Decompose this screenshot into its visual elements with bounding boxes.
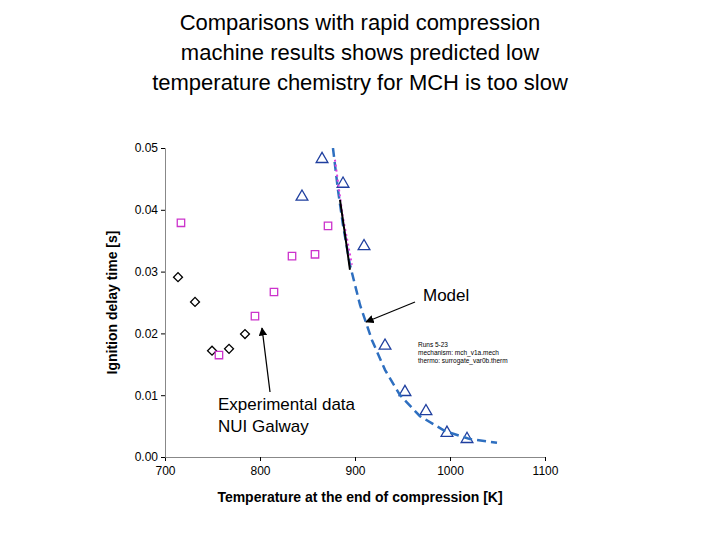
- x-tick-mark: [545, 457, 546, 461]
- chart: Comparisons with rapid compression machin…: [0, 0, 720, 540]
- y-tick: 0.04: [135, 203, 165, 217]
- annotation: Model: [423, 286, 469, 305]
- annotation-line: NUI Galway: [218, 417, 309, 436]
- title-line: temperature chemistry for MCH is too slo…: [152, 70, 568, 95]
- y-axis: 0.00 0.01 0.02 0.03 0.04 0.05: [135, 141, 166, 464]
- data-point: [191, 297, 200, 306]
- data-point: [296, 190, 308, 200]
- x-tick-label: 900: [345, 464, 365, 478]
- annotation-arrow: [366, 302, 415, 322]
- x-axis: 700 800 900 1000 1100: [155, 457, 558, 478]
- data-point: [358, 239, 370, 249]
- annotation-line: Runs 5-23: [418, 341, 448, 348]
- y-tick-mark: [161, 272, 165, 273]
- data-point: [225, 344, 234, 353]
- data-point: [215, 351, 222, 358]
- x-tick: 800: [250, 457, 270, 478]
- y-tick-mark: [161, 333, 165, 334]
- y-tick: 0.00: [135, 450, 165, 464]
- data-point: [251, 312, 258, 319]
- y-tick-mark: [161, 457, 165, 458]
- x-tick: 900: [345, 457, 365, 478]
- y-tick-label: 0.04: [135, 203, 159, 217]
- y-axis-title: Ignition delay time [s]: [104, 231, 120, 375]
- data-point: [177, 219, 184, 226]
- x-axis-title: Temperature at the end of compression [K…: [217, 489, 502, 505]
- data-point: [311, 251, 318, 258]
- data-point: [316, 152, 328, 162]
- data-point: [379, 339, 391, 349]
- annotation-line: thermo: surrogate_var0b.therm: [418, 357, 508, 365]
- y-tick-label: 0.05: [135, 141, 159, 155]
- plot: 700800900100011000.000.010.020.030.040.0…: [135, 141, 559, 477]
- annotation: Experimental data NUI Galway: [218, 395, 356, 436]
- annotation-line: Model: [423, 286, 469, 305]
- data-point: [241, 330, 250, 339]
- y-axis-line: [161, 149, 166, 458]
- title-line: machine results shows predicted low: [181, 40, 539, 65]
- model-line: [335, 160, 352, 265]
- x-tick: 700: [155, 457, 175, 478]
- model-line: [340, 200, 350, 270]
- annotation-line: mechanism: mch_v1a.mech: [418, 349, 499, 357]
- x-tick: 1000: [437, 457, 464, 478]
- x-tick-mark: [260, 457, 261, 461]
- y-tick-label: 0.03: [135, 265, 159, 279]
- y-tick: 0.03: [135, 265, 165, 279]
- data-point: [270, 288, 277, 295]
- data-point: [288, 252, 295, 259]
- x-tick: 1100: [533, 457, 559, 478]
- data-point: [174, 273, 183, 282]
- x-tick-label: 1100: [533, 464, 559, 478]
- model-line: [333, 148, 497, 443]
- y-tick: 0.05: [135, 141, 165, 155]
- y-tick-mark: [161, 395, 165, 396]
- x-axis-line: [166, 458, 546, 462]
- data-point: [399, 385, 411, 395]
- y-tick: 0.01: [135, 389, 165, 403]
- title: Comparisons with rapid compression machin…: [152, 10, 568, 95]
- title-line: Comparisons with rapid compression: [180, 10, 541, 35]
- marks: [174, 148, 497, 443]
- y-tick-label: 0.00: [135, 450, 159, 464]
- x-tick-label: 1000: [437, 464, 464, 478]
- data-point: [324, 222, 331, 229]
- y-tick-label: 0.01: [135, 389, 159, 403]
- y-tick-mark: [161, 210, 165, 211]
- annotation-arrow: [262, 328, 270, 392]
- annotation: Runs 5-23mechanism: mch_v1a.mechthermo: …: [418, 341, 508, 365]
- x-tick-label: 800: [250, 464, 270, 478]
- x-tick-mark: [355, 457, 356, 461]
- data-point: [420, 404, 432, 414]
- y-tick-label: 0.02: [135, 327, 159, 341]
- y-tick: 0.02: [135, 327, 165, 341]
- y-tick-mark: [161, 148, 165, 149]
- x-tick-mark: [450, 457, 451, 461]
- annotation-line: Experimental data: [218, 395, 356, 414]
- annotations: Model Experimental data NUI Galway Runs 5-2…: [218, 286, 508, 436]
- x-tick-label: 700: [155, 464, 175, 478]
